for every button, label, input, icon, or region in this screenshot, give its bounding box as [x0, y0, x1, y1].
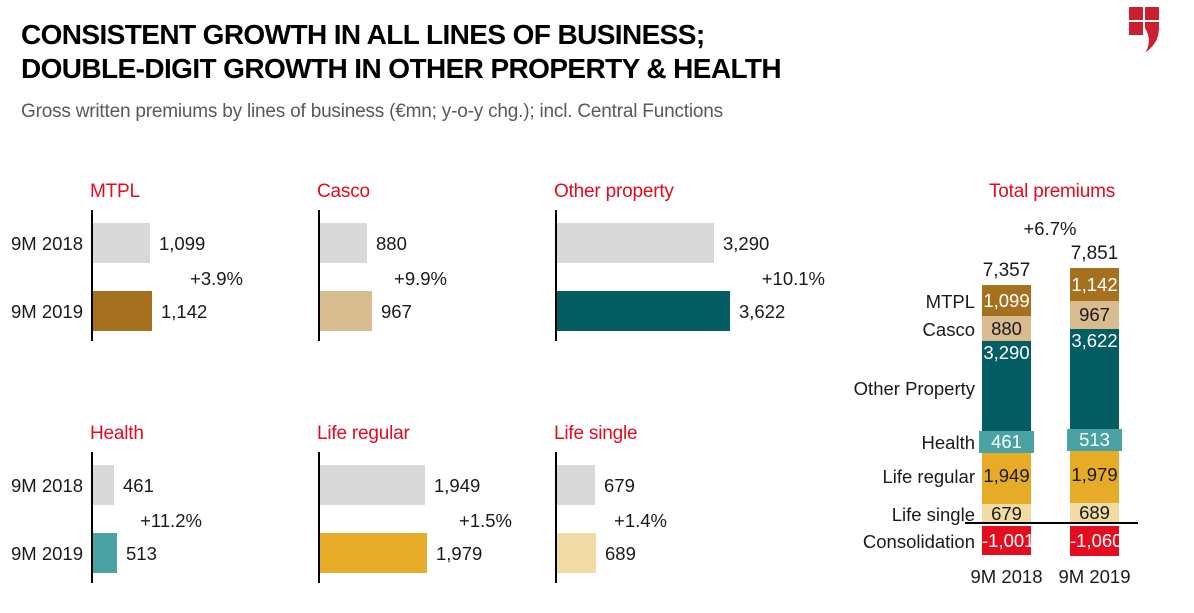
x-axis-label-9m-2019: 9M 2019 — [1058, 566, 1131, 587]
segment-life-single-9m-2018 — [982, 504, 1031, 523]
total-label-9m-2019: 7,851 — [1070, 243, 1119, 264]
x-axis-label-9m-2018: 9M 2018 — [970, 566, 1043, 587]
segment-value-casco-9m-2019: 967 — [1079, 304, 1110, 325]
segment-other-property-9m-2018 — [982, 341, 1031, 435]
bar-value-other-property-9m-2018: 3,290 — [723, 233, 770, 254]
segment-consolidation-9m-2018 — [982, 526, 1031, 555]
change-label-health: +11.2% — [140, 510, 202, 531]
bar-value-life-regular-9m-2019: 1,979 — [436, 543, 483, 564]
segment-value-mtpl-9m-2019: 1,142 — [1071, 274, 1118, 295]
segment-value-consolidation-9m-2018: -1,001 — [982, 530, 1035, 551]
bar-value-life-regular-9m-2018: 1,949 — [434, 475, 481, 496]
segment-value-life-single-9m-2018: 679 — [991, 503, 1022, 524]
segment-casco-9m-2019 — [1070, 301, 1119, 329]
segment-life-regular-9m-2019 — [1070, 447, 1119, 503]
chart-axis-life-regular — [318, 452, 320, 583]
row-label-9m-2018: 9M 2018 — [11, 233, 83, 254]
series-label-life-regular: Life regular — [882, 466, 975, 487]
segment-life-single-9m-2019 — [1070, 503, 1119, 523]
chart-title-life-single: Life single — [554, 423, 638, 444]
segment-value-mtpl-9m-2018: 1,099 — [983, 290, 1030, 311]
chart-title-mtpl: MTPL — [90, 181, 140, 202]
chart-title-health: Health — [90, 423, 144, 444]
chart-title-casco: Casco — [317, 181, 370, 202]
chart-axis-mtpl — [91, 210, 93, 341]
segment-casco-9m-2018 — [982, 316, 1031, 341]
series-label-casco: Casco — [922, 319, 975, 340]
page-subtitle: Gross written premiums by lines of busin… — [21, 101, 723, 122]
segment-value-consolidation-9m-2019: -1,060 — [1070, 530, 1123, 551]
bar-value-life-single-9m-2018: 679 — [604, 475, 635, 496]
segment-value-life-regular-9m-2018: 1,949 — [983, 465, 1030, 486]
bar-value-health-9m-2019: 513 — [126, 543, 157, 564]
segment-mtpl-9m-2019 — [1070, 268, 1119, 301]
chart-title-other-property: Other property — [554, 181, 674, 202]
bar-value-mtpl-9m-2018: 1,099 — [159, 233, 206, 254]
bar-value-mtpl-9m-2019: 1,142 — [161, 301, 208, 322]
segment-value-other-property-9m-2018: 3,290 — [983, 342, 1030, 363]
series-label-health: Health — [921, 432, 975, 453]
change-label-mtpl: +3.9% — [190, 268, 243, 289]
series-label-life-single: Life single — [891, 504, 975, 525]
change-label-casco: +9.9% — [394, 268, 447, 289]
chart-axis-life-single — [555, 452, 557, 583]
series-label-other-property: Other Property — [853, 378, 975, 399]
segment-consolidation-9m-2019 — [1070, 526, 1119, 556]
bar-health-9m-2018 — [93, 465, 114, 505]
bar-casco-9m-2019 — [320, 291, 372, 331]
chart-axis-health — [91, 452, 93, 583]
row-label-9m-2019: 9M 2019 — [11, 543, 83, 564]
axis-baseline — [965, 522, 1138, 524]
chart-axis-casco — [318, 210, 320, 341]
bar-life-single-9m-2018 — [557, 465, 595, 505]
series-label-consolidation: Consolidation — [862, 531, 975, 552]
series-label-mtpl: MTPL — [925, 291, 975, 312]
segment-other-property-9m-2019 — [1070, 329, 1119, 432]
change-label-life-regular: +1.5% — [459, 510, 512, 531]
bar-health-9m-2019 — [93, 533, 117, 573]
bar-value-casco-9m-2019: 967 — [381, 301, 412, 322]
page-title-line2: DOUBLE-DIGIT GROWTH IN OTHER PROPERTY & … — [21, 53, 782, 84]
bar-value-health-9m-2018: 461 — [123, 475, 154, 496]
segment-mtpl-9m-2018 — [982, 285, 1031, 316]
chart-axis-other-property — [555, 210, 557, 341]
bar-value-casco-9m-2018: 880 — [376, 233, 407, 254]
vig-shield-flame-logo-icon — [1128, 6, 1162, 58]
bar-value-other-property-9m-2019: 3,622 — [739, 301, 786, 322]
change-label-other-property: +10.1% — [761, 268, 825, 289]
segment-value-life-regular-9m-2019: 1,979 — [1071, 464, 1118, 485]
change-label-life-single: +1.4% — [614, 510, 667, 531]
bar-casco-9m-2018 — [320, 223, 367, 263]
segment-value-life-single-9m-2019: 689 — [1079, 502, 1110, 523]
bar-life-regular-9m-2019 — [320, 533, 427, 573]
bar-life-regular-9m-2018 — [320, 465, 425, 505]
bar-other-property-9m-2019 — [557, 291, 730, 331]
segment-value-casco-9m-2018: 880 — [991, 318, 1022, 339]
chart-title-life-regular: Life regular — [317, 423, 410, 444]
bar-mtpl-9m-2019 — [93, 291, 152, 331]
bar-mtpl-9m-2018 — [93, 223, 150, 263]
page-title-line1: CONSISTENT GROWTH IN ALL LINES OF BUSINE… — [21, 19, 705, 50]
total-label-9m-2018: 7,357 — [982, 260, 1031, 281]
segment-value-other-property-9m-2019: 3,622 — [1071, 330, 1118, 351]
chart-title-total-premiums: Total premiums — [988, 181, 1116, 202]
row-label-9m-2018: 9M 2018 — [11, 475, 83, 496]
row-label-9m-2019: 9M 2019 — [11, 301, 83, 322]
bar-value-life-single-9m-2019: 689 — [605, 543, 636, 564]
page-title: CONSISTENT GROWTH IN ALL LINES OF BUSINE… — [21, 18, 782, 86]
bar-other-property-9m-2018 — [557, 223, 714, 263]
change-label-total-premiums: +6.7% — [1023, 218, 1077, 239]
segment-life-regular-9m-2018 — [982, 448, 1031, 504]
segment-value-health-9m-2019: 513 — [1067, 429, 1122, 451]
bar-life-single-9m-2019 — [557, 533, 596, 573]
segment-value-health-9m-2018: 461 — [979, 431, 1034, 453]
